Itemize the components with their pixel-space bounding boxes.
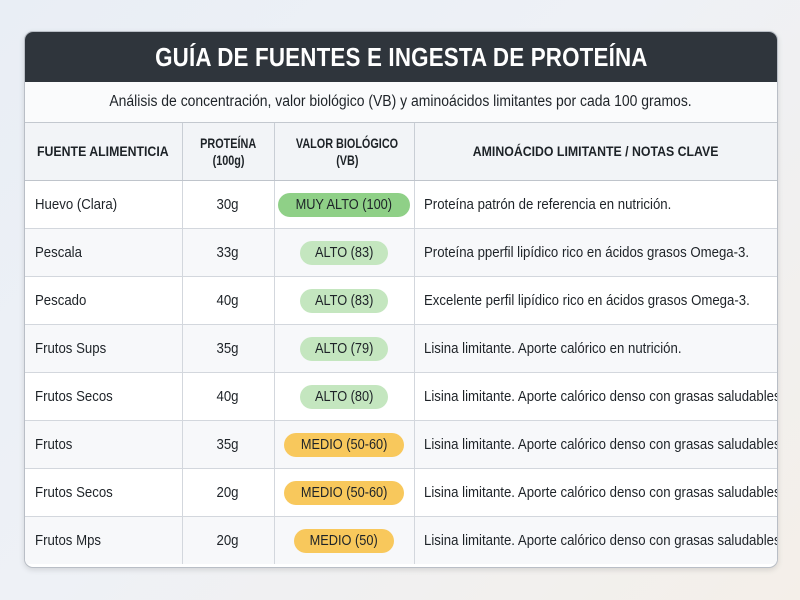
table-row: Pescado 40g ALTO (83) Excelente perfil l… [25,276,777,325]
cell-note: Proteína patrón de referencia en nutrici… [414,180,777,229]
table-row: Huevo (Clara) 30g MUY ALTO (100) Proteín… [25,180,777,229]
table-row: Frutos Sups 35g ALTO (79) Lisina limitan… [25,324,777,373]
cell-food: Frutos Mps [25,516,183,564]
cell-vb: MUY ALTO (100) [274,180,415,229]
cell-food: Pescado [25,276,183,325]
table-row: Frutos 35g MEDIO (50-60) Lisina limitant… [25,420,777,469]
table-row: Frutos Secos 20g MEDIO (50-60) Lisina li… [25,468,777,517]
page-title: GUÍA DE FUENTES E INGESTA DE PROTEÍNA [25,32,777,82]
vb-badge: MEDIO (50) [294,528,394,553]
cell-vb: MEDIO (50-60) [274,420,415,469]
cell-note: Lisina limitante. Aporte calórico denso … [414,516,777,564]
protein-guide-card: GUÍA DE FUENTES E INGESTA DE PROTEÍNA An… [24,31,778,568]
header-notes: AMINOÁCIDO LIMITANTE / NOTAS CLAVE [414,123,777,181]
cell-vb: ALTO (80) [274,372,415,421]
table-row: Pescala 33g ALTO (83) Proteína pperfil l… [25,228,777,277]
cell-note: Lisina limitante. Aporte calórico denso … [414,372,777,421]
cell-note: Lisina limitante. Aporte calórico en nut… [414,324,777,373]
cell-protein: 20g [182,516,275,564]
table-row: Frutos Mps 20g MEDIO (50) Lisina limitan… [25,516,777,564]
vb-badge: ALTO (79) [299,336,389,361]
cell-food: Huevo (Clara) [25,180,183,229]
vb-badge: ALTO (83) [299,240,389,265]
table-row: Frutos Secos 40g ALTO (80) Lisina limita… [25,372,777,421]
header-protein: PROTEÍNA (100g) [182,123,275,181]
page-subtitle-text: Análisis de concentración, valor biológi… [109,93,693,110]
cell-vb: ALTO (83) [274,228,415,277]
cell-note: Lisina limitante. Aporte calórico denso … [414,468,777,517]
header-food: FUENTE ALIMENTICIA [25,123,183,181]
cell-food: Frutos [25,420,183,469]
cell-protein: 20g [182,468,275,517]
table-header-row: FUENTE ALIMENTICIA PROTEÍNA (100g) VALOR … [25,123,777,181]
vb-badge: MEDIO (50-60) [283,480,405,505]
vb-badge: ALTO (83) [299,288,389,313]
header-vb: VALOR BIOLÓGICO (VB) [274,123,415,181]
cell-vb: MEDIO (50-60) [274,468,415,517]
cell-protein: 30g [182,180,275,229]
cell-vb: ALTO (83) [274,276,415,325]
cell-note: Excelente perfil lipídico rico en ácidos… [414,276,777,325]
cell-food: Frutos Secos [25,372,183,421]
cell-protein: 40g [182,372,275,421]
cell-note: Lisina limitante. Aporte calórico denso … [414,420,777,469]
cell-protein: 35g [182,324,275,373]
vb-badge: ALTO (80) [299,384,389,409]
vb-badge: MEDIO (50-60) [283,432,405,457]
cell-food: Pescala [25,228,183,277]
vb-badge: MUY ALTO (100) [278,192,410,217]
protein-table: FUENTE ALIMENTICIA PROTEÍNA (100g) VALOR … [25,123,777,564]
cell-food: Frutos Sups [25,324,183,373]
cell-note: Proteína pperfil lipídico rico en ácidos… [414,228,777,277]
page-subtitle: Análisis de concentración, valor biológi… [25,82,777,123]
cell-vb: MEDIO (50) [274,516,415,564]
cell-protein: 35g [182,420,275,469]
cell-food: Frutos Secos [25,468,183,517]
cell-protein: 40g [182,276,275,325]
page-title-text: GUÍA DE FUENTES E INGESTA DE PROTEÍNA [154,41,648,72]
cell-vb: ALTO (79) [274,324,415,373]
cell-protein: 33g [182,228,275,277]
